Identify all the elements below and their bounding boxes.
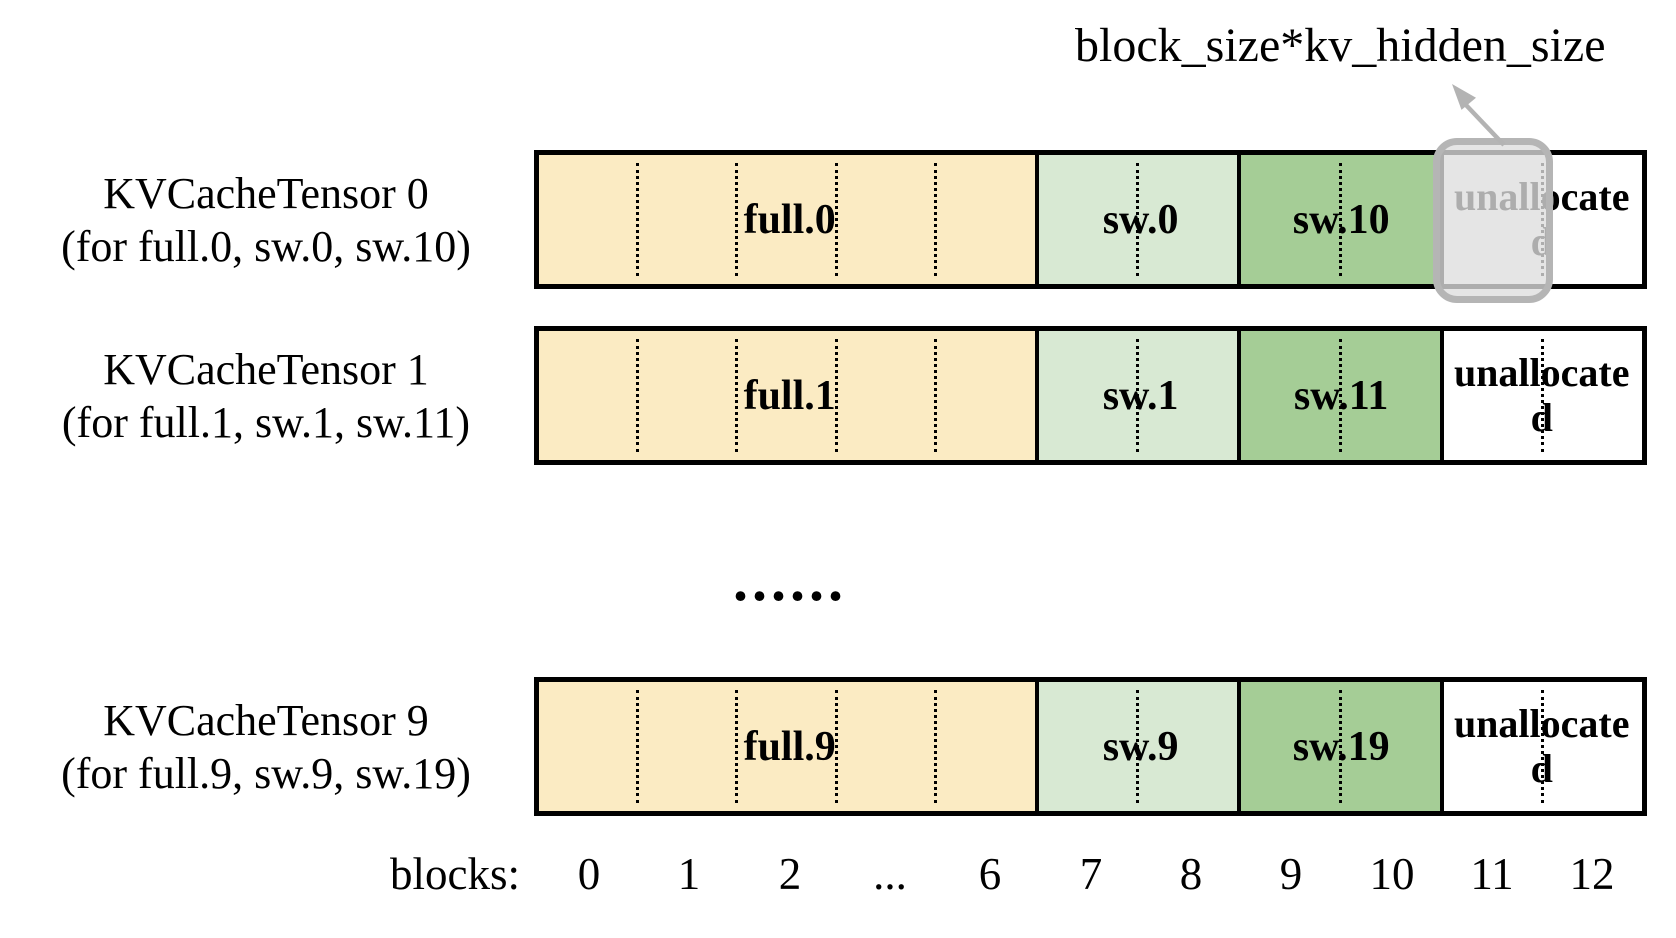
block-cell — [636, 331, 738, 460]
block-cell — [1439, 331, 1543, 460]
block-cell — [636, 155, 738, 284]
block-cell — [834, 682, 936, 811]
row-subtitle: (for full.1, sw.1, sw.11) — [61, 397, 471, 447]
block-cell — [834, 155, 936, 284]
blocks-axis: blocks: 0 1 2 ... 6 7 8 9 10 11 12 — [0, 848, 1676, 908]
block-cell — [636, 682, 738, 811]
block-cell — [834, 331, 936, 460]
block-cell — [1540, 331, 1643, 460]
block-size-annotation: block_size*kv_hidden_size — [1075, 19, 1606, 72]
row-title: KVCacheTensor 1 — [103, 344, 429, 394]
block-index-label: 0 — [577, 849, 601, 899]
block-cell — [539, 331, 639, 460]
block-index-label: 12 — [1569, 849, 1615, 899]
kv-cache-bar-tensor-0: full.0 sw.0 sw.10 unallocated — [534, 138, 1647, 303]
row-title: KVCacheTensor 9 — [103, 695, 429, 745]
block-index-label: 7 — [1079, 849, 1103, 899]
block-cell — [1136, 682, 1238, 811]
rows-ellipsis-separator: ...... — [733, 547, 847, 613]
block-index-label: ... — [873, 849, 907, 899]
block-index-label: 6 — [978, 849, 1002, 899]
block-cell — [1338, 331, 1440, 460]
highlighted-block-outline — [1433, 138, 1553, 303]
kv-cache-bar-tensor-9: full.9 sw.9 sw.19 unallocated — [534, 677, 1647, 816]
block-cell — [1237, 155, 1341, 284]
block-index-label: 11 — [1470, 849, 1514, 899]
row-label-tensor-1: KVCacheTensor 1 (for full.1, sw.1, sw.11… — [12, 326, 520, 465]
block-index-label: 9 — [1279, 849, 1303, 899]
annotation-arrow-icon — [1452, 84, 1506, 147]
block-cell — [933, 155, 1035, 284]
block-cell — [1034, 155, 1139, 284]
block-index-label: 10 — [1369, 849, 1415, 899]
row-label-tensor-0: KVCacheTensor 0 (for full.0, sw.0, sw.10… — [12, 150, 520, 289]
block-cell — [1540, 155, 1643, 284]
block-index-label: 8 — [1179, 849, 1203, 899]
block-cell — [933, 331, 1035, 460]
block-cell — [1338, 155, 1440, 284]
row-title: KVCacheTensor 0 — [103, 168, 429, 218]
block-cell — [1540, 682, 1643, 811]
block-cell — [735, 331, 837, 460]
row-subtitle: (for full.9, sw.9, sw.19) — [61, 748, 471, 798]
block-cell — [539, 155, 639, 284]
block-cell — [1237, 331, 1341, 460]
block-cell — [1034, 682, 1139, 811]
blocks-axis-prefix: blocks: — [390, 849, 520, 899]
block-index-label: 1 — [677, 849, 701, 899]
block-cell — [539, 682, 639, 811]
block-cell — [933, 682, 1035, 811]
block-cell — [1034, 331, 1139, 460]
row-label-tensor-9: KVCacheTensor 9 (for full.9, sw.9, sw.19… — [12, 677, 520, 816]
block-cell — [1136, 331, 1238, 460]
kv-cache-bar-tensor-1: full.1 sw.1 sw.11 unallocated — [534, 326, 1647, 465]
block-cell — [1439, 682, 1543, 811]
block-index-label: 2 — [778, 849, 802, 899]
block-cell — [735, 682, 837, 811]
block-cell — [1237, 682, 1341, 811]
row-subtitle: (for full.0, sw.0, sw.10) — [61, 221, 471, 271]
block-cell — [735, 155, 837, 284]
block-cell — [1136, 155, 1238, 284]
block-cell — [1338, 682, 1440, 811]
